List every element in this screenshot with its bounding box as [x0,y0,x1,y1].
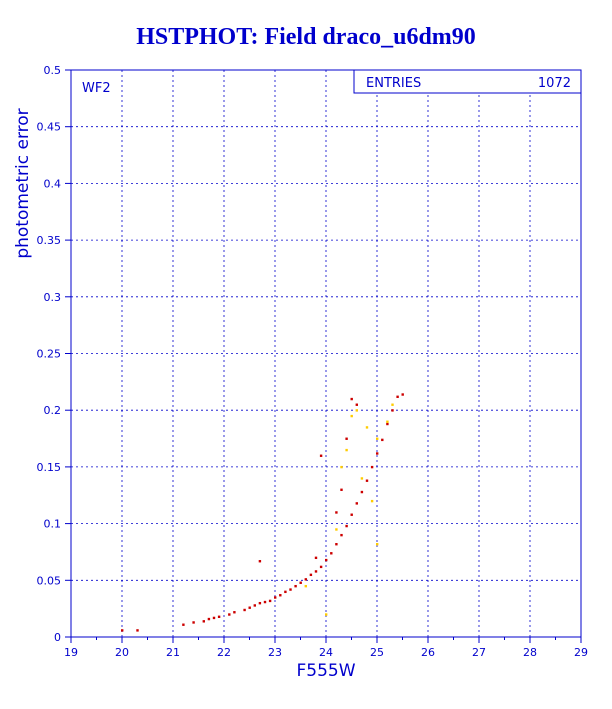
data-point [258,601,262,605]
data-point [294,584,297,588]
x-tick-label: 21 [166,646,180,659]
data-point [350,414,353,418]
data-point [350,513,353,516]
data-point [365,479,369,482]
data-point [370,465,374,469]
y-tick-label: 0.2 [44,404,62,417]
data-point [304,578,307,581]
x-tick-label: 28 [523,646,537,659]
y-tick-label: 0.1 [44,518,62,531]
data-point [309,573,313,577]
data-point [217,615,221,618]
data-point [263,600,267,604]
data-point [360,490,364,494]
stats-entries-label: ENTRIES [366,76,421,91]
data-point [345,448,348,452]
x-tick-label: 29 [574,646,588,659]
data-point [274,596,277,599]
data-point [350,397,353,401]
x-tick-label: 25 [370,646,384,659]
data-point [391,403,394,406]
x-tick-label: 27 [472,646,486,659]
data-point [391,409,394,412]
y-tick-label: 0.35 [37,234,62,247]
data-point [376,543,379,546]
data-point [325,558,328,562]
data-point [192,621,195,624]
data-point [121,629,124,632]
data-point [376,452,379,455]
data-point [355,403,358,406]
data-point [212,616,216,620]
x-tick-label: 24 [319,646,333,659]
data-point [284,590,287,594]
data-point [396,395,399,398]
data-point [243,608,246,612]
data-point [258,560,262,563]
data-point [340,488,343,491]
x-tick-label: 20 [115,646,129,659]
data-point [386,420,389,423]
data-point [345,437,348,440]
x-tick-label: 19 [64,646,78,659]
data-point [360,477,364,480]
data-point [340,465,343,469]
data-point [401,393,404,396]
y-tick-label: 0.25 [37,348,62,361]
stats-entries-value: 1072 [538,76,571,91]
data-point [365,426,369,429]
y-axis-label: photometric error [13,108,33,258]
data-point [319,454,323,457]
data-point [319,565,323,569]
y-tick-label: 0.15 [37,461,62,474]
data-point [345,524,348,528]
y-tick-label: 0.4 [44,177,62,190]
x-tick-label: 22 [217,646,231,659]
stats-box [353,69,582,94]
data-point [370,499,374,503]
x-axis-label: F555W [296,661,355,681]
data-point [386,422,389,426]
data-point [279,594,282,597]
data-point [376,437,379,440]
data-point [314,556,318,560]
y-tick-label: 0.5 [44,64,62,77]
data-point [202,620,205,623]
data-point [136,629,139,632]
data-point [340,533,343,537]
y-tick-label: 0 [54,631,61,644]
data-point [289,588,292,591]
data-point [182,623,185,626]
panel-label: WF2 [82,81,111,96]
y-tick-label: 0.05 [37,574,62,587]
data-point [325,613,328,616]
data-point [355,409,358,412]
data-point [355,502,358,505]
data-point [314,570,318,573]
data-point [335,511,338,514]
data-point [228,613,231,616]
data-point [381,438,384,442]
data-point [233,611,236,614]
data-point [253,604,256,607]
data-point [207,617,211,621]
data-point [330,552,333,555]
x-tick-label: 26 [421,646,435,659]
data-point [248,606,251,609]
data-point [268,599,272,603]
data-point [299,581,302,584]
data-point [304,584,307,588]
x-tick-label: 23 [268,646,282,659]
data-point [335,543,338,546]
y-tick-label: 0.45 [37,121,62,134]
data-point [335,528,338,531]
y-tick-label: 0.3 [44,291,62,304]
chart-title: HSTPHOT: Field draco_u6dm90 [136,24,476,50]
